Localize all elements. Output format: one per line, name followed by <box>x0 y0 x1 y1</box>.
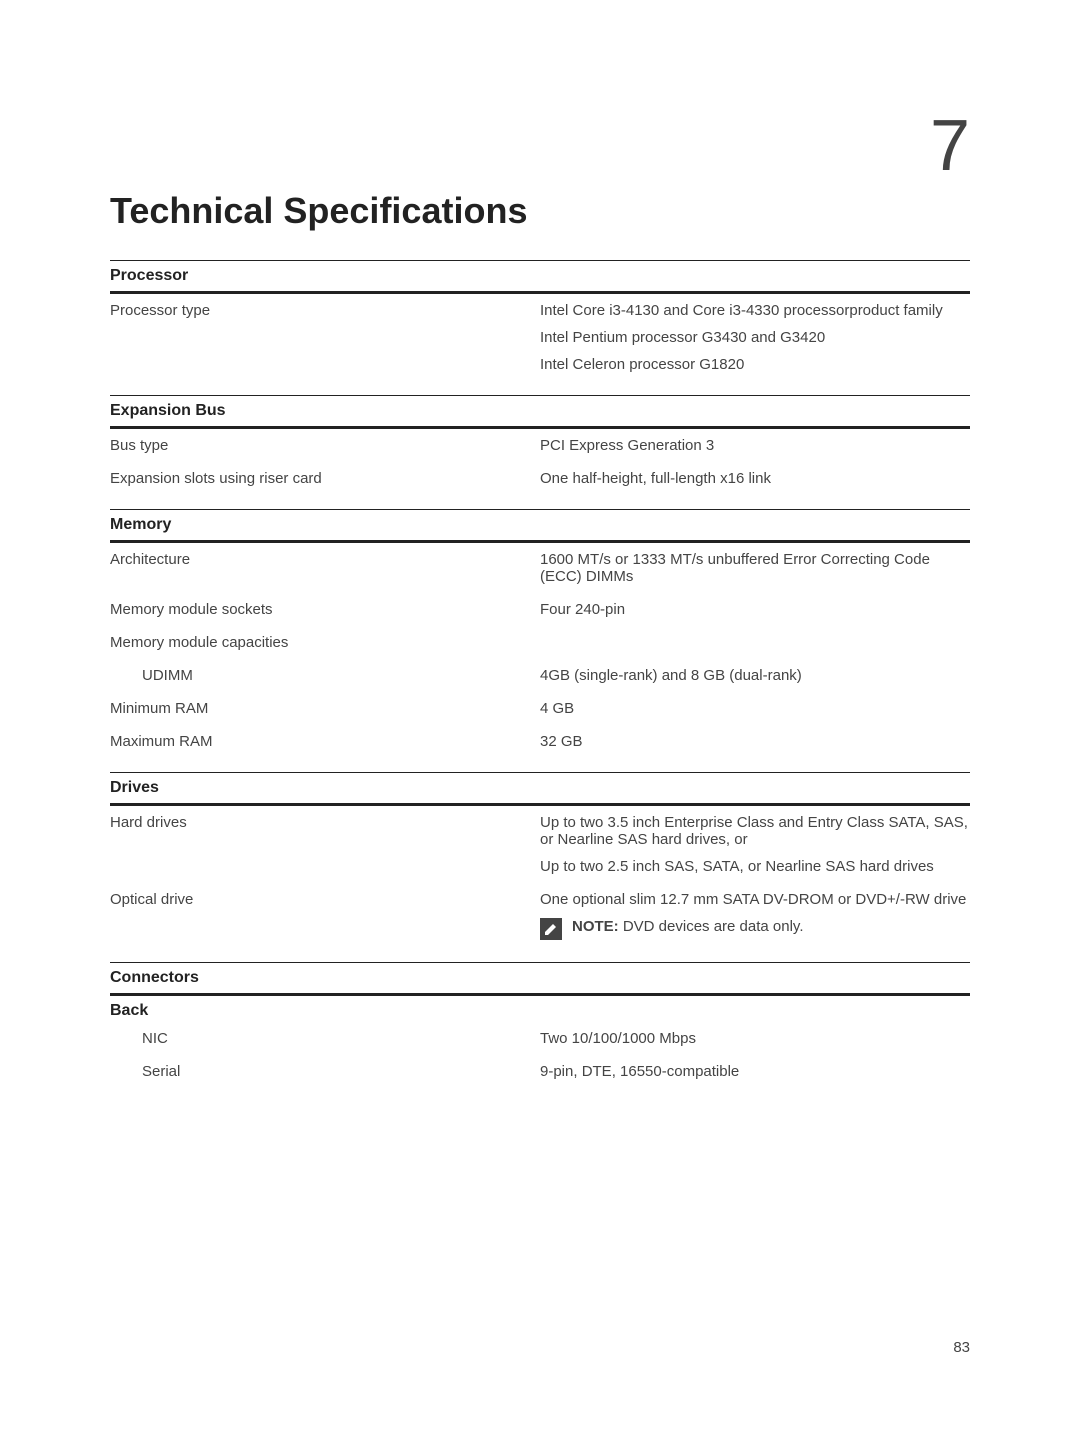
spec-row: UDIMM 4GB (single-rank) and 8 GB (dual-r… <box>110 659 970 692</box>
spec-row: Hard drives Up to two 3.5 inch Enterpris… <box>110 805 970 883</box>
spec-value-text: One optional slim 12.7 mm SATA DV-DROM o… <box>540 891 970 908</box>
section-header-connectors: Connectors <box>110 962 970 995</box>
spec-row: Memory module sockets Four 240-pin <box>110 593 970 626</box>
spec-value: 4GB (single-rank) and 8 GB (dual-rank) <box>540 667 970 684</box>
spec-value: 4 GB <box>540 700 970 717</box>
spec-row: Expansion slots using riser card One hal… <box>110 462 970 495</box>
spec-value: Four 240-pin <box>540 601 970 618</box>
spec-value-text: Intel Core i3-4130 and Core i3-4330 proc… <box>540 302 970 319</box>
spec-value-text: Up to two 2.5 inch SAS, SATA, or Nearlin… <box>540 858 970 875</box>
spec-value: One half-height, full-length x16 link <box>540 470 970 487</box>
spec-value: Intel Core i3-4130 and Core i3-4330 proc… <box>540 302 970 373</box>
spec-label: Expansion slots using riser card <box>110 470 540 487</box>
spec-label: NIC <box>110 1030 540 1047</box>
spec-row: Maximum RAM 32 GB <box>110 725 970 758</box>
spec-value: One optional slim 12.7 mm SATA DV-DROM o… <box>540 891 970 940</box>
section-header-drives: Drives <box>110 772 970 805</box>
note-label: NOTE: <box>572 918 619 935</box>
spec-label: Processor type <box>110 302 540 373</box>
spec-label: Bus type <box>110 437 540 454</box>
spec-label: Serial <box>110 1063 540 1080</box>
note-body: DVD devices are data only. <box>619 918 804 935</box>
page-content: 7 Technical Specifications Processor Pro… <box>0 0 1080 1088</box>
chapter-number: 7 <box>110 110 970 182</box>
note-row: NOTE: DVD devices are data only. <box>540 918 970 940</box>
spec-label: Memory module sockets <box>110 601 540 618</box>
spec-row: Bus type PCI Express Generation 3 <box>110 428 970 462</box>
spec-label: Optical drive <box>110 891 540 940</box>
spec-value-text: Intel Celeron processor G1820 <box>540 356 970 373</box>
spec-value: PCI Express Generation 3 <box>540 437 970 454</box>
spec-row: Optical drive One optional slim 12.7 mm … <box>110 883 970 948</box>
sub-header-back: Back <box>110 995 970 1022</box>
note-icon <box>540 918 562 940</box>
spec-value <box>540 634 970 651</box>
spec-value: 32 GB <box>540 733 970 750</box>
spec-label: Hard drives <box>110 814 540 875</box>
spec-value: Up to two 3.5 inch Enterprise Class and … <box>540 814 970 875</box>
spec-label: Maximum RAM <box>110 733 540 750</box>
spec-row: Memory module capacities <box>110 626 970 659</box>
spec-label: Architecture <box>110 551 540 585</box>
note-text: NOTE: DVD devices are data only. <box>572 918 803 935</box>
spec-value: 1600 MT/s or 1333 MT/s unbuffered Error … <box>540 551 970 585</box>
spec-row: Serial 9-pin, DTE, 16550-compatible <box>110 1055 970 1088</box>
spec-row: Architecture 1600 MT/s or 1333 MT/s unbu… <box>110 542 970 593</box>
spec-value: 9-pin, DTE, 16550-compatible <box>540 1063 970 1080</box>
spec-label: UDIMM <box>110 667 540 684</box>
section-header-processor: Processor <box>110 260 970 293</box>
spec-value: Two 10/100/1000 Mbps <box>540 1030 970 1047</box>
pencil-icon <box>543 921 559 937</box>
section-header-expansion-bus: Expansion Bus <box>110 395 970 428</box>
section-header-memory: Memory <box>110 509 970 542</box>
spec-row: Processor type Intel Core i3-4130 and Co… <box>110 293 970 381</box>
spec-value-text: Intel Pentium processor G3430 and G3420 <box>540 329 970 346</box>
spec-label: Memory module capacities <box>110 634 540 651</box>
spec-row: NIC Two 10/100/1000 Mbps <box>110 1022 970 1055</box>
spec-label: Minimum RAM <box>110 700 540 717</box>
spec-row: Minimum RAM 4 GB <box>110 692 970 725</box>
page-number: 83 <box>953 1339 970 1356</box>
page-title: Technical Specifications <box>110 190 970 232</box>
spec-value-text: Up to two 3.5 inch Enterprise Class and … <box>540 814 970 848</box>
